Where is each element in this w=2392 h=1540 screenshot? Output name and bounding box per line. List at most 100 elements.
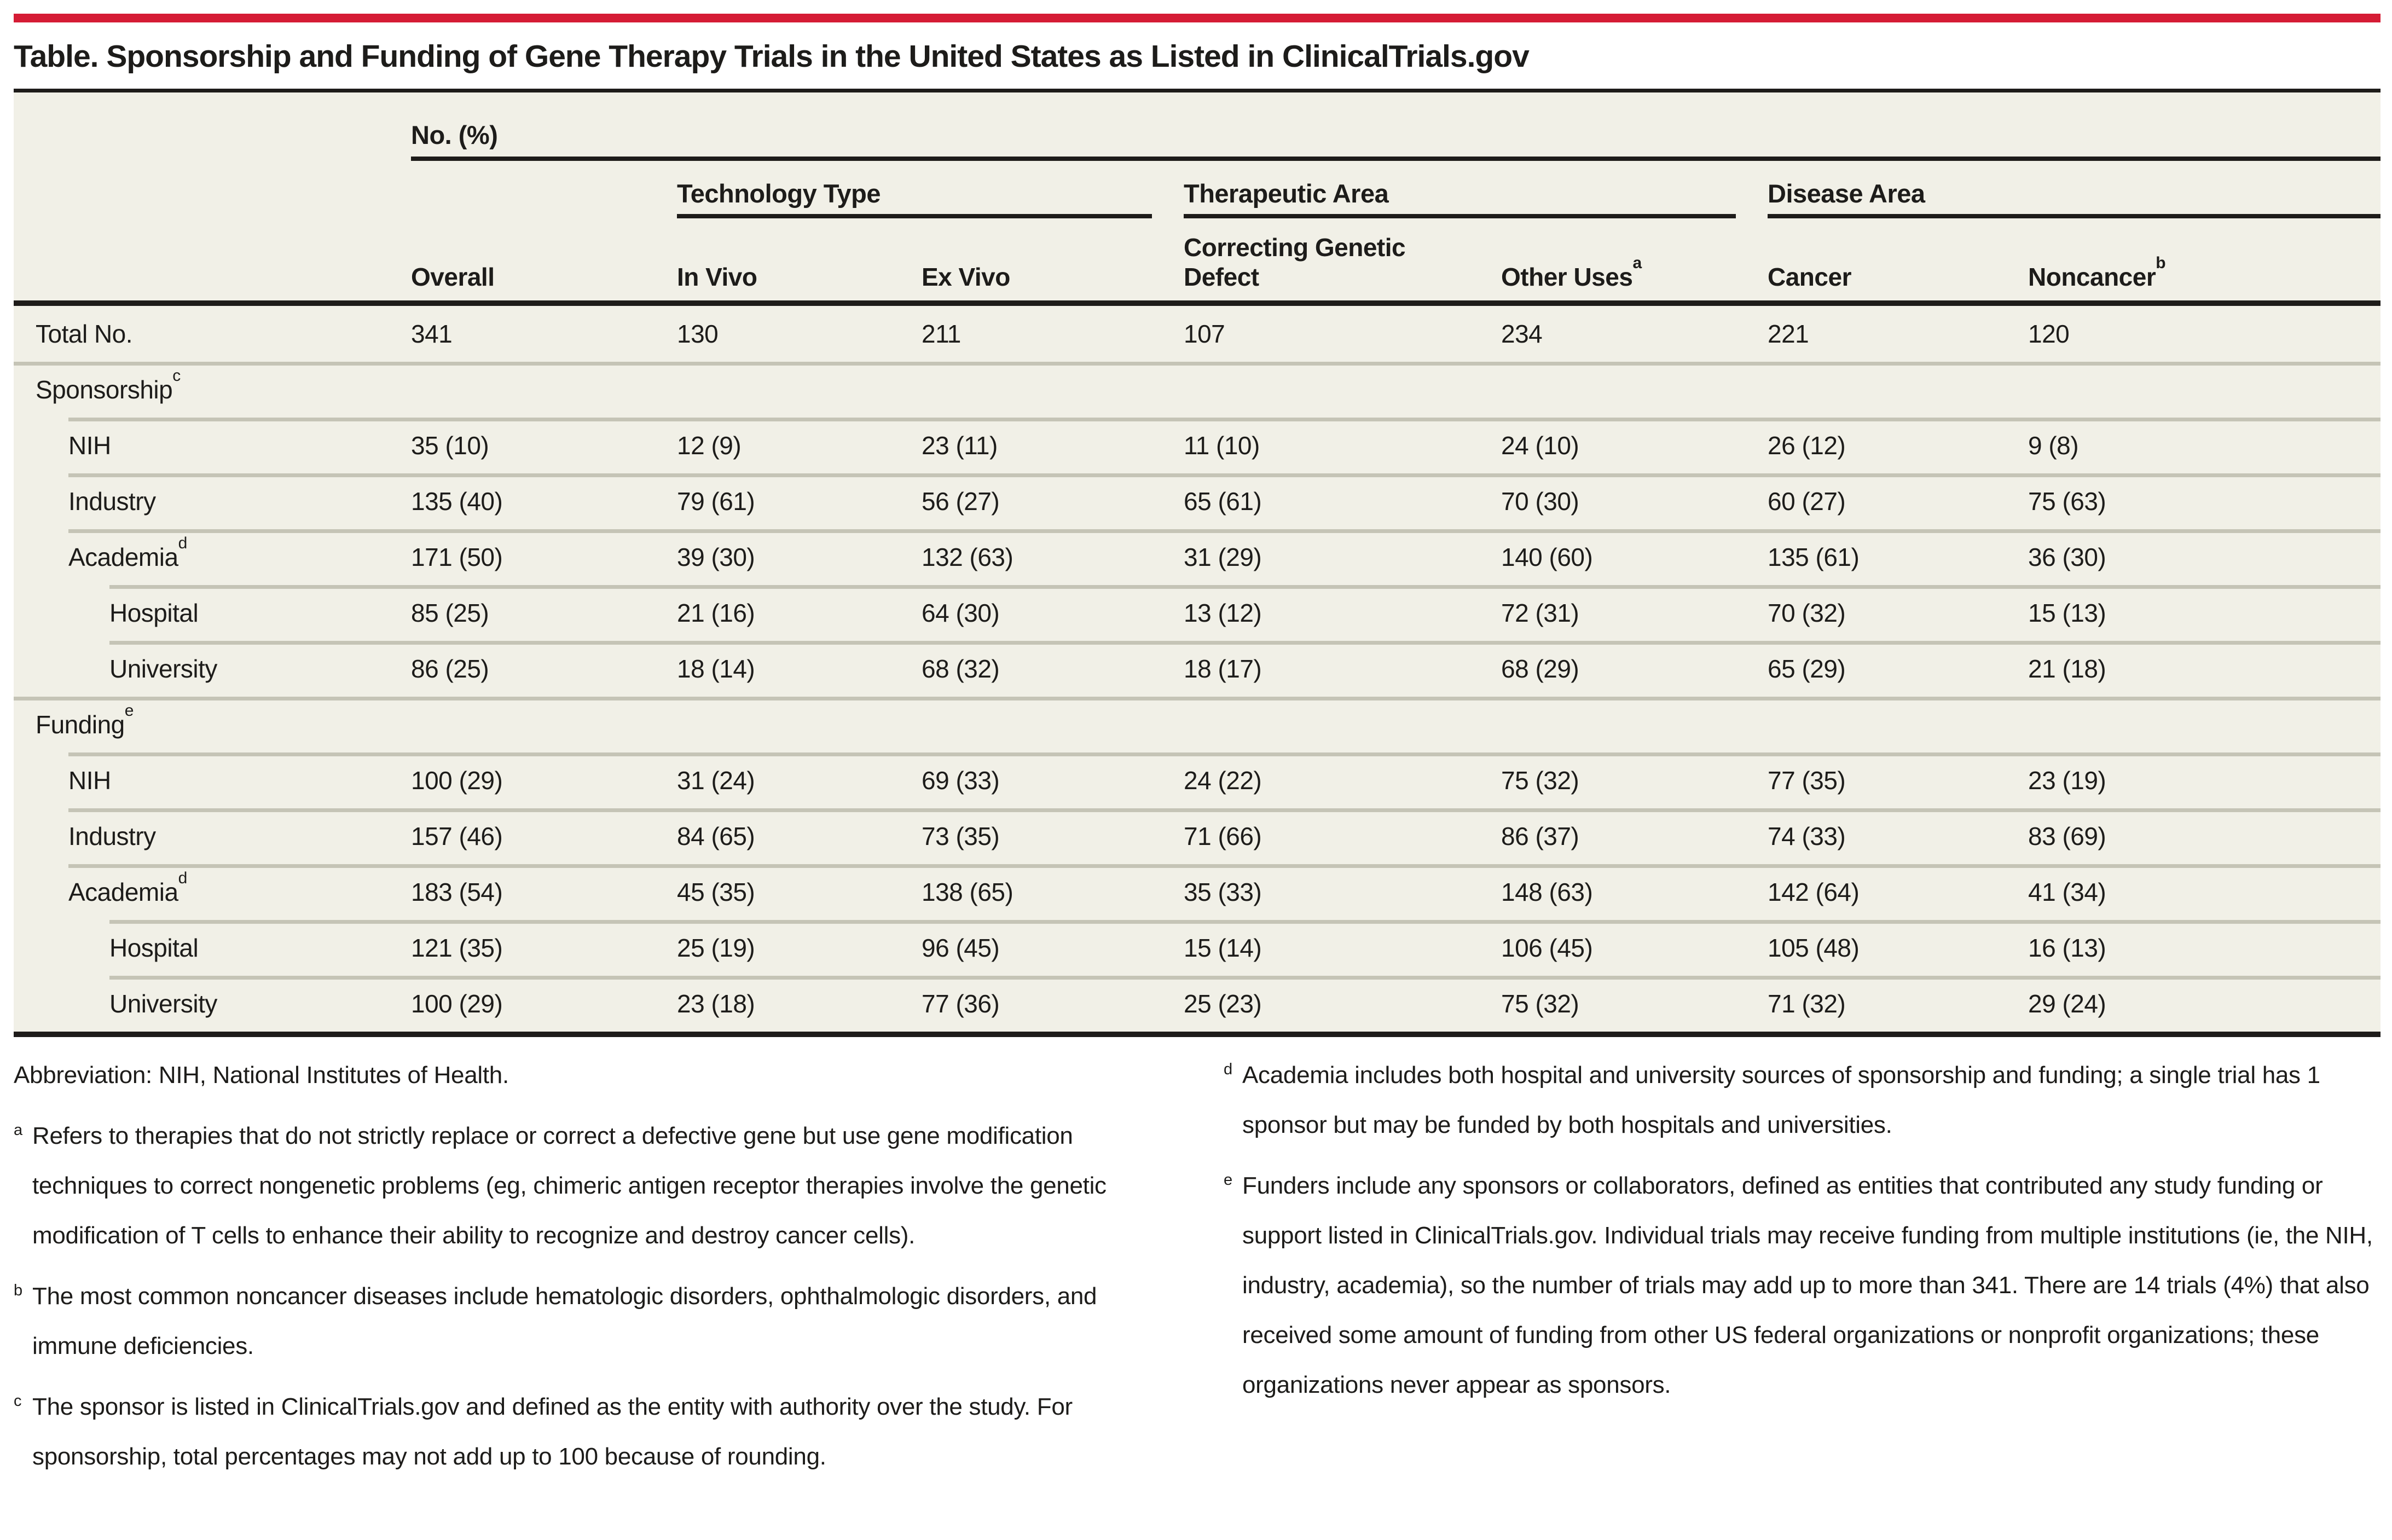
group-label: Technology Type [677, 179, 881, 208]
row-divider [68, 808, 2381, 812]
row-label: University [109, 989, 217, 1018]
cell-noncancer: 41 (34) [2028, 878, 2106, 906]
row-divider [68, 418, 2381, 421]
no-pct-label: No. (%) [411, 120, 498, 149]
row-divider [14, 362, 2381, 366]
header-row-groups: Technology Type Therapeutic Area Disease… [14, 161, 2381, 218]
row-label: NIH [68, 766, 111, 795]
cell-correcting: 25 (23) [1184, 989, 1262, 1018]
row-label: Academia [68, 878, 178, 906]
cell-other-uses: 75 (32) [1501, 766, 1579, 795]
cell-ex-vivo: 64 (30) [922, 599, 1000, 627]
cell-other-uses: 68 (29) [1501, 655, 1579, 683]
col-header-overall: Overall [411, 263, 495, 291]
cell-cancer: 74 (33) [1768, 822, 1846, 850]
row-divider [68, 473, 2381, 477]
row-label: Industry [68, 487, 156, 516]
cell-ex-vivo: 73 (35) [922, 822, 1000, 850]
group-technology-type: Technology Type [677, 161, 1152, 218]
stub-empty [14, 218, 411, 300]
cell-overall: 121 (35) [411, 934, 503, 962]
cell-cancer: 26 (12) [1768, 431, 1846, 460]
cell-cancer: 65 (29) [1768, 655, 1846, 683]
table-row-sponsorship-nih: NIH 35 (10) 12 (9) 23 (11) 11 (10) 24 (1… [14, 418, 2381, 473]
section-row-funding: Fundinge [14, 697, 2381, 752]
footnotes-left-column: Abbreviation: NIH, National Institutes o… [14, 1050, 1157, 1492]
footnote-text: The most common noncancer diseases inclu… [32, 1283, 1097, 1359]
table-row-funding-academia: Academiad 183 (54) 45 (35) 138 (65) 35 (… [14, 864, 2381, 920]
footnotes-right-column: d Academia includes both hospital and un… [1224, 1050, 2381, 1492]
group-disease-area: Disease Area [1768, 161, 2381, 218]
footnote-marker: b [14, 1282, 22, 1299]
cell-correcting: 31 (29) [1184, 543, 1262, 571]
row-label: Total No. [36, 320, 133, 348]
cell-ex-vivo: 211 [922, 320, 961, 348]
stub-empty [14, 92, 411, 161]
table-row-total: Total No. 341 130 211 107 234 221 120 [14, 306, 2381, 362]
cell-cancer: 70 (32) [1768, 599, 1846, 627]
footnote-b: b The most common noncancer diseases inc… [14, 1271, 1157, 1371]
footnote-a: a Refers to therapies that do not strict… [14, 1111, 1157, 1260]
cell-overall: 35 (10) [411, 431, 489, 460]
cell-ex-vivo: 96 (45) [922, 934, 1000, 962]
cell-ex-vivo: 68 (32) [922, 655, 1000, 683]
table-row-sponsorship-hospital: Hospital 85 (25) 21 (16) 64 (30) 13 (12)… [14, 585, 2381, 641]
cell-in-vivo: 79 (61) [677, 487, 755, 516]
row-label: Industry [68, 822, 156, 850]
cell-correcting: 13 (12) [1184, 599, 1262, 627]
cell-cancer: 60 (27) [1768, 487, 1846, 516]
row-label: NIH [68, 431, 111, 460]
cell-overall: 86 (25) [411, 655, 489, 683]
section-row-sponsorship: Sponsorshipc [14, 362, 2381, 418]
footnote-marker: e [1224, 1171, 1232, 1189]
cell-overall: 157 (46) [411, 822, 503, 850]
footnote-c: c The sponsor is listed in ClinicalTrial… [14, 1382, 1157, 1481]
cell-overall: 341 [411, 320, 453, 348]
table-top-rule [14, 89, 2381, 92]
cell-noncancer: 16 (13) [2028, 934, 2106, 962]
cell-in-vivo: 31 (24) [677, 766, 755, 795]
table-bottom-rule [14, 1032, 2381, 1037]
section-label: Sponsorship [36, 375, 173, 404]
row-divider [109, 641, 2381, 645]
cell-overall: 100 (29) [411, 766, 503, 795]
cell-correcting: 18 (17) [1184, 655, 1262, 683]
data-table: No. (%) Technology Type Therapeutic Area… [14, 89, 2381, 1037]
footnote-marker: a [14, 1121, 22, 1139]
table-row-funding-hospital: Hospital 121 (35) 25 (19) 96 (45) 15 (14… [14, 920, 2381, 976]
cell-ex-vivo: 77 (36) [922, 989, 1000, 1018]
cell-cancer: 135 (61) [1768, 543, 1860, 571]
footnote-d: d Academia includes both hospital and un… [1224, 1050, 2381, 1150]
cell-correcting: 24 (22) [1184, 766, 1262, 795]
col-header-in-vivo: In Vivo [677, 263, 757, 291]
cell-cancer: 105 (48) [1768, 934, 1860, 962]
page: Table. Sponsorship and Funding of Gene T… [14, 14, 2381, 1492]
cell-overall: 183 (54) [411, 878, 503, 906]
cell-cancer: 221 [1768, 320, 1809, 348]
table-row-sponsorship-university: University 86 (25) 18 (14) 68 (32) 18 (1… [14, 641, 2381, 697]
cell-ex-vivo: 138 (65) [922, 878, 1013, 906]
cell-other-uses: 140 (60) [1501, 543, 1593, 571]
group-label: Disease Area [1768, 179, 1925, 208]
footnote-text: Refers to therapies that do not strictly… [32, 1122, 1107, 1249]
col-header-correcting-genetic-defect: Correcting Genetic Defect [1184, 233, 1406, 291]
cell-noncancer: 15 (13) [2028, 599, 2106, 627]
cell-correcting: 107 [1184, 320, 1225, 348]
footnote-text: Funders include any sponsors or collabor… [1242, 1172, 2373, 1398]
no-pct-spanner: No. (%) [411, 92, 2381, 161]
cell-in-vivo: 25 (19) [677, 934, 755, 962]
row-divider [68, 752, 2381, 756]
header-row-columns: Overall In Vivo Ex Vivo Correcting Genet… [14, 218, 2381, 300]
header-row-spanner: No. (%) [14, 92, 2381, 161]
cell-noncancer: 9 (8) [2028, 431, 2079, 460]
cell-correcting: 65 (61) [1184, 487, 1262, 516]
table-row-funding-industry: Industry 157 (46) 84 (65) 73 (35) 71 (66… [14, 808, 2381, 864]
cell-in-vivo: 45 (35) [677, 878, 755, 906]
cell-other-uses: 72 (31) [1501, 599, 1579, 627]
table-row-sponsorship-industry: Industry 135 (40) 79 (61) 56 (27) 65 (61… [14, 473, 2381, 529]
row-divider [68, 864, 2381, 868]
cell-ex-vivo: 56 (27) [922, 487, 1000, 516]
footnote-marker: c [14, 1392, 22, 1410]
col-header-cancer: Cancer [1768, 263, 1851, 291]
row-label: Academia [68, 543, 178, 571]
